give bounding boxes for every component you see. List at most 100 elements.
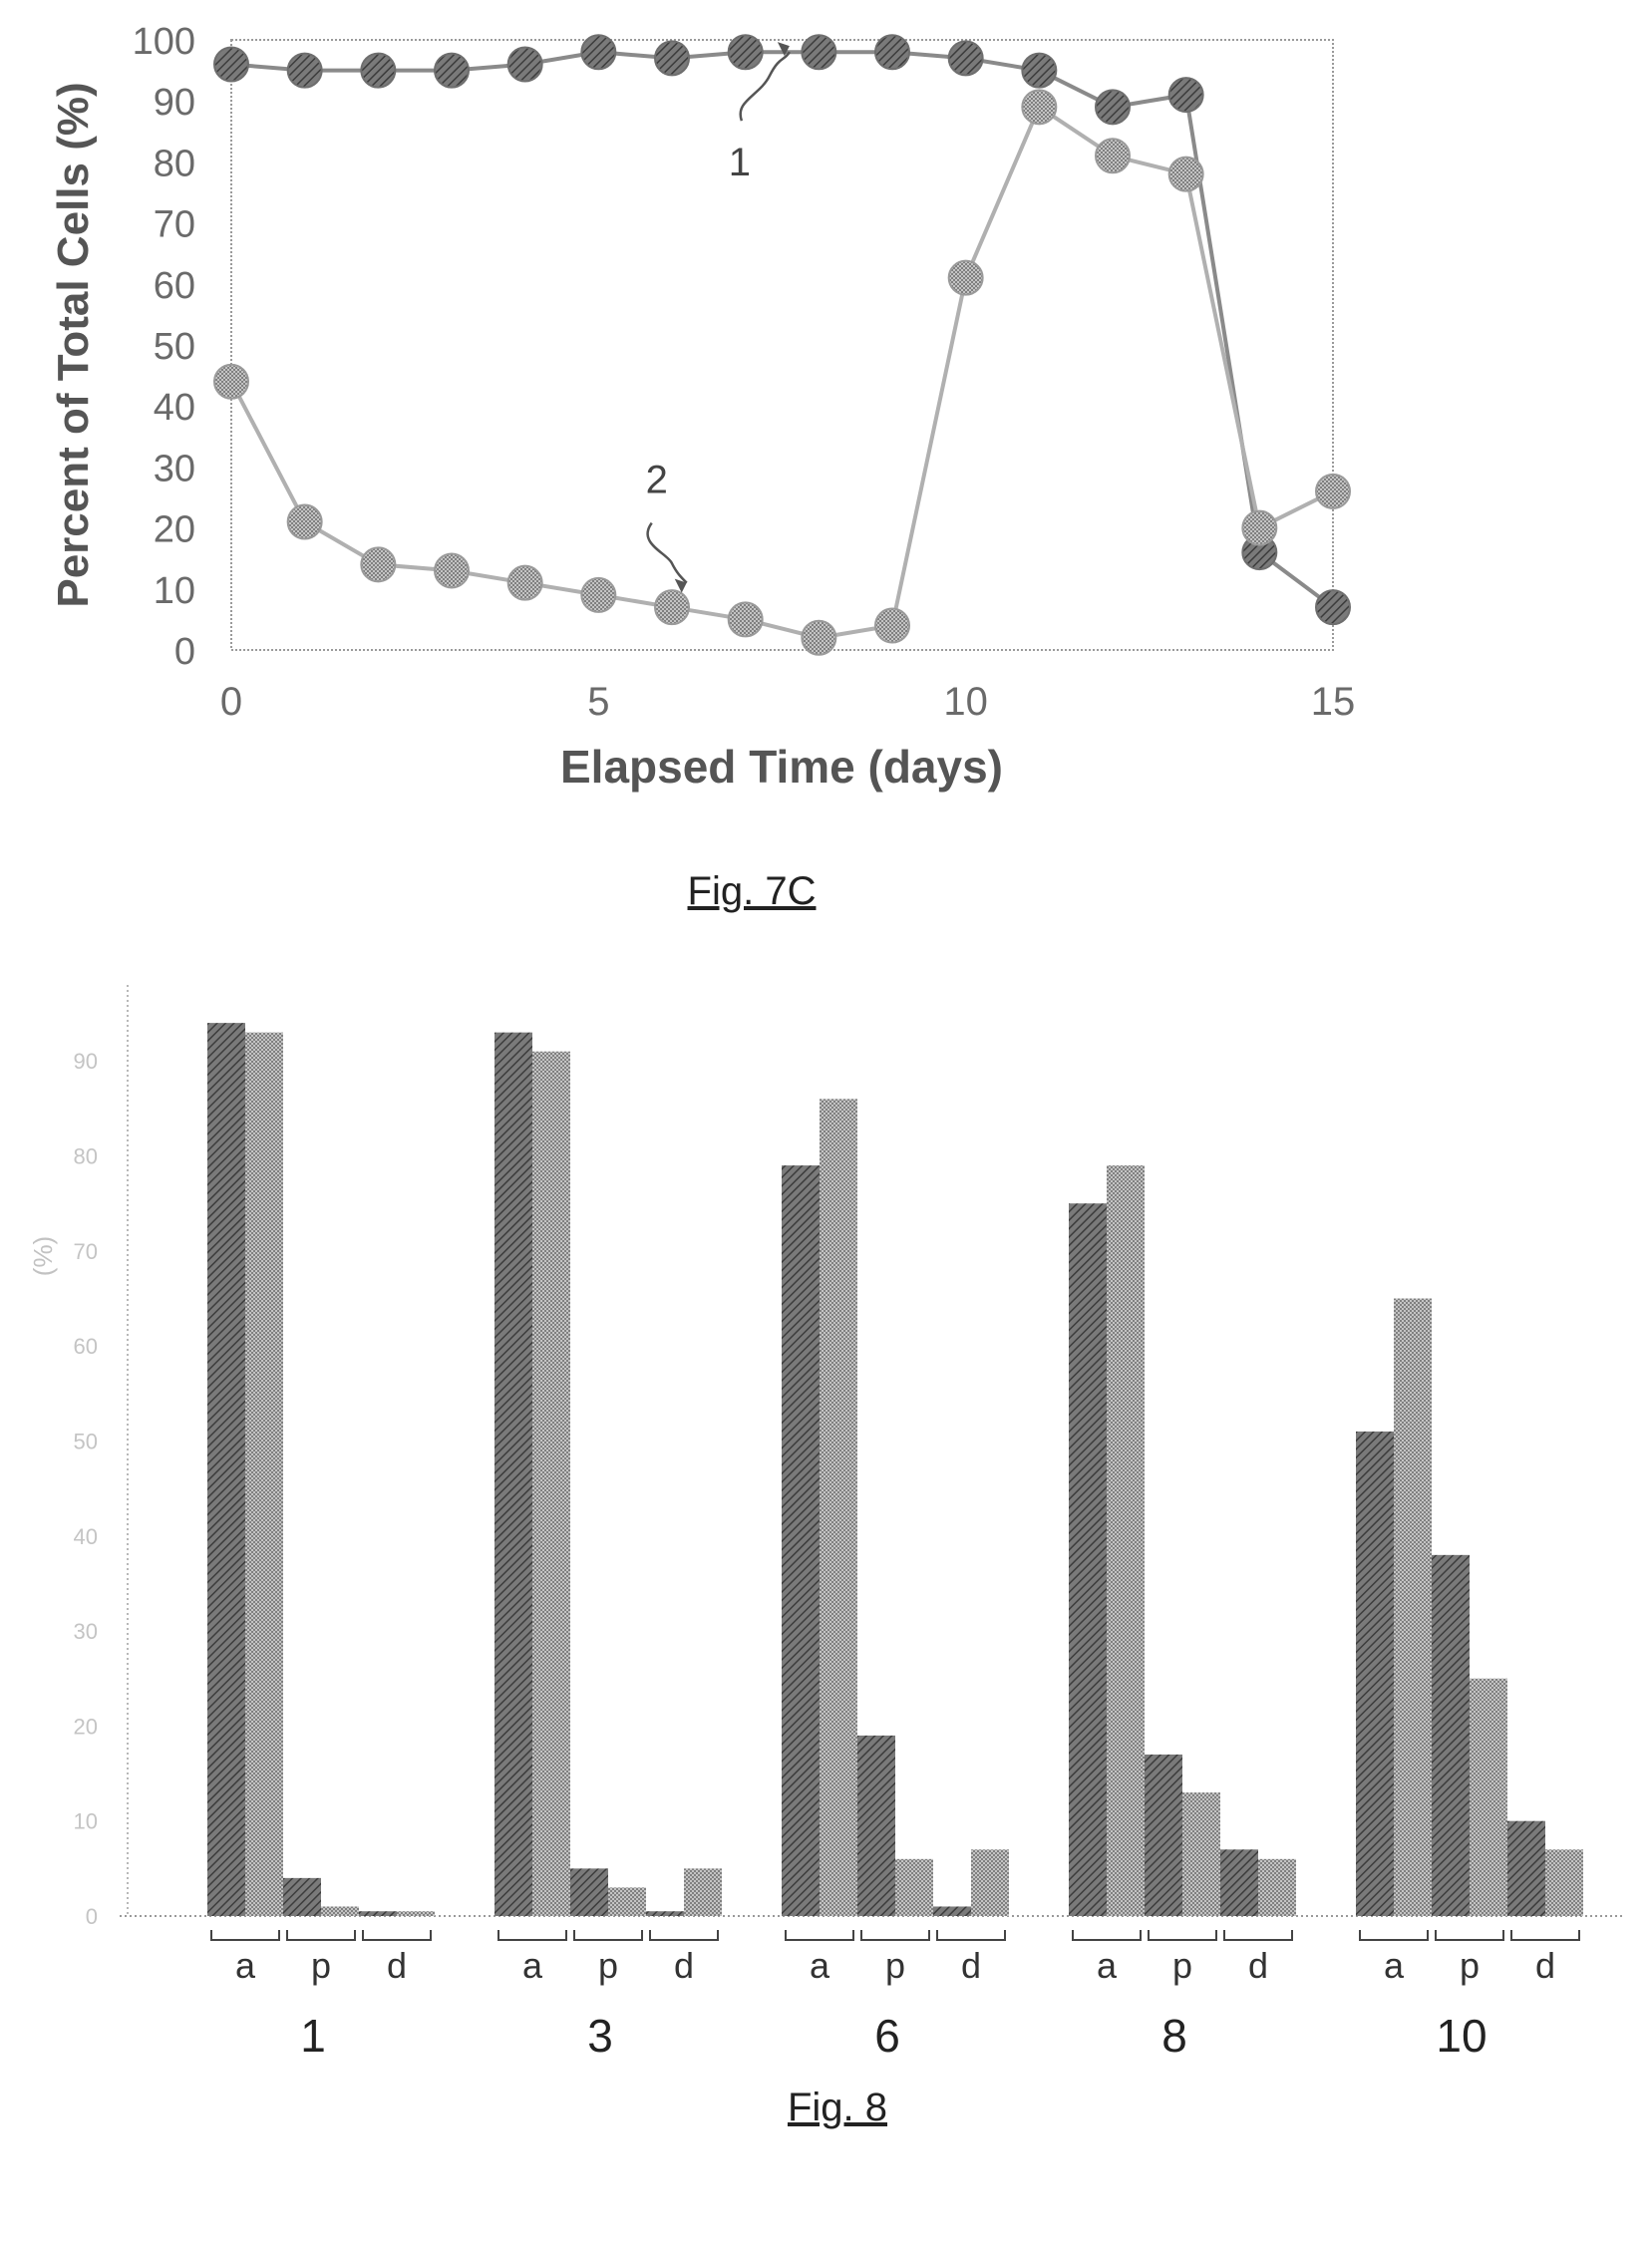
fig8-subgroup-bracket	[1435, 1930, 1504, 1941]
fig7c-annotation-arrowhead	[777, 42, 790, 57]
fig8-bar-6-a-2	[820, 1099, 857, 1916]
fig8-y-tick-label: 60	[74, 1334, 98, 1359]
fig7c-annotation-label: 2	[646, 459, 668, 502]
fig7c-series-2-point	[286, 503, 323, 540]
fig7c-series-1-point	[506, 46, 543, 83]
fig8-bar-6-d-1	[933, 1906, 971, 1916]
fig7c-y-tick-label: 0	[174, 631, 195, 673]
fig8-bar-10-a-1	[1356, 1431, 1394, 1916]
fig7c-series-2-point	[1095, 138, 1131, 174]
fig7c-x-tick-label: 5	[587, 680, 609, 724]
fig8-bar-1-a-2	[245, 1032, 283, 1916]
fig8-bar-8-p-2	[1182, 1792, 1220, 1916]
fig7c-series-1-point	[1167, 77, 1204, 114]
fig7c-series-2-point	[947, 259, 984, 296]
fig8-subgroup-bracket	[573, 1930, 643, 1941]
fig7c-series-1-point	[360, 52, 397, 89]
fig7c-y-tick-label: 10	[154, 570, 195, 612]
fig8-y-tick-label: 30	[74, 1619, 98, 1644]
fig8-subgroup-label: d	[1535, 1945, 1555, 1986]
fig7c-y-tick-label: 50	[154, 326, 195, 368]
fig7c-x-axis-title: Elapsed Time (days)	[560, 741, 1003, 793]
fig8-subgroup-label: a	[1097, 1945, 1118, 1986]
fig8-bar-1-a-1	[207, 1023, 245, 1916]
fig8-group-label: 6	[874, 2010, 900, 2062]
fig7c-series-2-point	[801, 619, 837, 656]
fig8-subgroup-bracket	[936, 1930, 1006, 1941]
fig7c-series-1-point	[1315, 589, 1351, 626]
fig8-group-label: 10	[1436, 2010, 1487, 2062]
fig7c-caption: Fig. 7C	[687, 869, 817, 913]
fig8-y-tick-label: 40	[74, 1524, 98, 1549]
fig7c-series-1-point	[213, 46, 249, 83]
fig8-bar-1-p-2	[321, 1906, 359, 1916]
fig8-y-tick-label: 90	[74, 1049, 98, 1074]
fig8-bar-3-d-1	[646, 1911, 684, 1916]
fig7c-series-2-point	[654, 589, 690, 626]
fig7c-x-tick-label: 0	[220, 680, 242, 724]
fig8-bar-10-p-1	[1432, 1554, 1470, 1916]
fig7c-series-1-point	[286, 52, 323, 89]
fig8-bar-10-p-2	[1470, 1678, 1507, 1916]
fig8-bar-3-a-1	[495, 1032, 532, 1916]
fig7c-series-2-point	[1167, 156, 1204, 192]
fig7c-x-tick-label: 15	[1311, 680, 1356, 724]
fig8-subgroup-label: a	[1384, 1945, 1405, 1986]
fig7c-y-axis-title: Percent of Total Cells (%)	[49, 82, 98, 607]
fig7c-y-tick-label: 90	[154, 82, 195, 124]
fig8-bar-6-p-1	[857, 1735, 895, 1916]
fig8-caption: Fig. 8	[787, 2086, 888, 2129]
fig8-bar-3-d-2	[684, 1868, 722, 1916]
fig8-group-label: 1	[300, 2010, 326, 2062]
fig8-bar-6-a-1	[782, 1165, 820, 1916]
fig7c-series-2-point	[874, 607, 910, 644]
fig7c-y-tick-label: 20	[154, 509, 195, 551]
fig7c-series-2-point	[434, 552, 470, 589]
fig8-bar-1-p-1	[283, 1877, 321, 1916]
fig7c-series-1-point	[1095, 89, 1131, 126]
fig7c-series-1-point	[874, 34, 910, 71]
fig7c-series-2-point	[580, 576, 617, 613]
fig7c-x-tick-label: 10	[943, 680, 988, 724]
fig8-bar-1-d-2	[397, 1911, 435, 1916]
fig8-subgroup-label: d	[961, 1945, 981, 1986]
fig7c-series-2-point	[727, 601, 764, 638]
fig8-subgroup-bracket	[1510, 1930, 1580, 1941]
fig8-subgroup-bracket	[1223, 1930, 1293, 1941]
fig8-bar-chart: 0 10 20 30 40 50 60 70 80 90 a p d 1 a p d 3 a p d 6 a p d 8 a p d 1…	[28, 985, 1625, 2062]
fig7c-series-1-point	[654, 40, 690, 77]
fig8-bar-8-d-1	[1220, 1849, 1258, 1916]
fig8-subgroup-bracket	[860, 1930, 930, 1941]
fig8-bar-3-p-2	[608, 1887, 646, 1916]
fig8-subgroup-label: p	[1460, 1945, 1480, 1986]
fig8-subgroup-bracket	[649, 1930, 719, 1941]
fig7c-series-1-point	[727, 34, 764, 71]
fig7c-y-tick-label: 80	[154, 143, 195, 184]
fig8-group-label: 3	[587, 2010, 613, 2062]
fig7c-series-1-point	[947, 40, 984, 77]
fig8-subgroup-bracket	[497, 1930, 567, 1941]
fig7c-series-1-point	[801, 34, 837, 71]
fig7c-y-tick-label: 70	[154, 204, 195, 246]
fig8-subgroup-bracket	[1148, 1930, 1217, 1941]
fig7c-series-1-point	[1021, 52, 1058, 89]
fig8-subgroup-label: d	[387, 1945, 407, 1986]
fig8-bar-6-d-2	[971, 1849, 1009, 1916]
fig8-group-label: 8	[1161, 2010, 1187, 2062]
fig7c-series-2-point	[1315, 473, 1351, 509]
fig7c-annotation-label: 1	[729, 141, 751, 184]
fig8-subgroup-bracket	[210, 1930, 280, 1941]
fig8-bar-10-a-2	[1394, 1298, 1432, 1916]
fig8-bar-8-a-1	[1069, 1203, 1107, 1916]
fig8-subgroup-label: d	[1248, 1945, 1268, 1986]
fig8-bar-8-a-2	[1107, 1165, 1145, 1916]
fig7c-series-2-point	[1021, 89, 1058, 126]
fig7c-annotation-arrow	[646, 521, 688, 584]
fig7c-series-1-line	[230, 50, 1335, 609]
fig8-bar-6-p-2	[895, 1858, 933, 1916]
fig8-subgroup-bracket	[785, 1930, 854, 1941]
fig8-subgroup-bracket	[286, 1930, 356, 1941]
fig8-subgroup-bracket	[362, 1930, 432, 1941]
fig8-y-tick-label: 20	[74, 1714, 98, 1739]
